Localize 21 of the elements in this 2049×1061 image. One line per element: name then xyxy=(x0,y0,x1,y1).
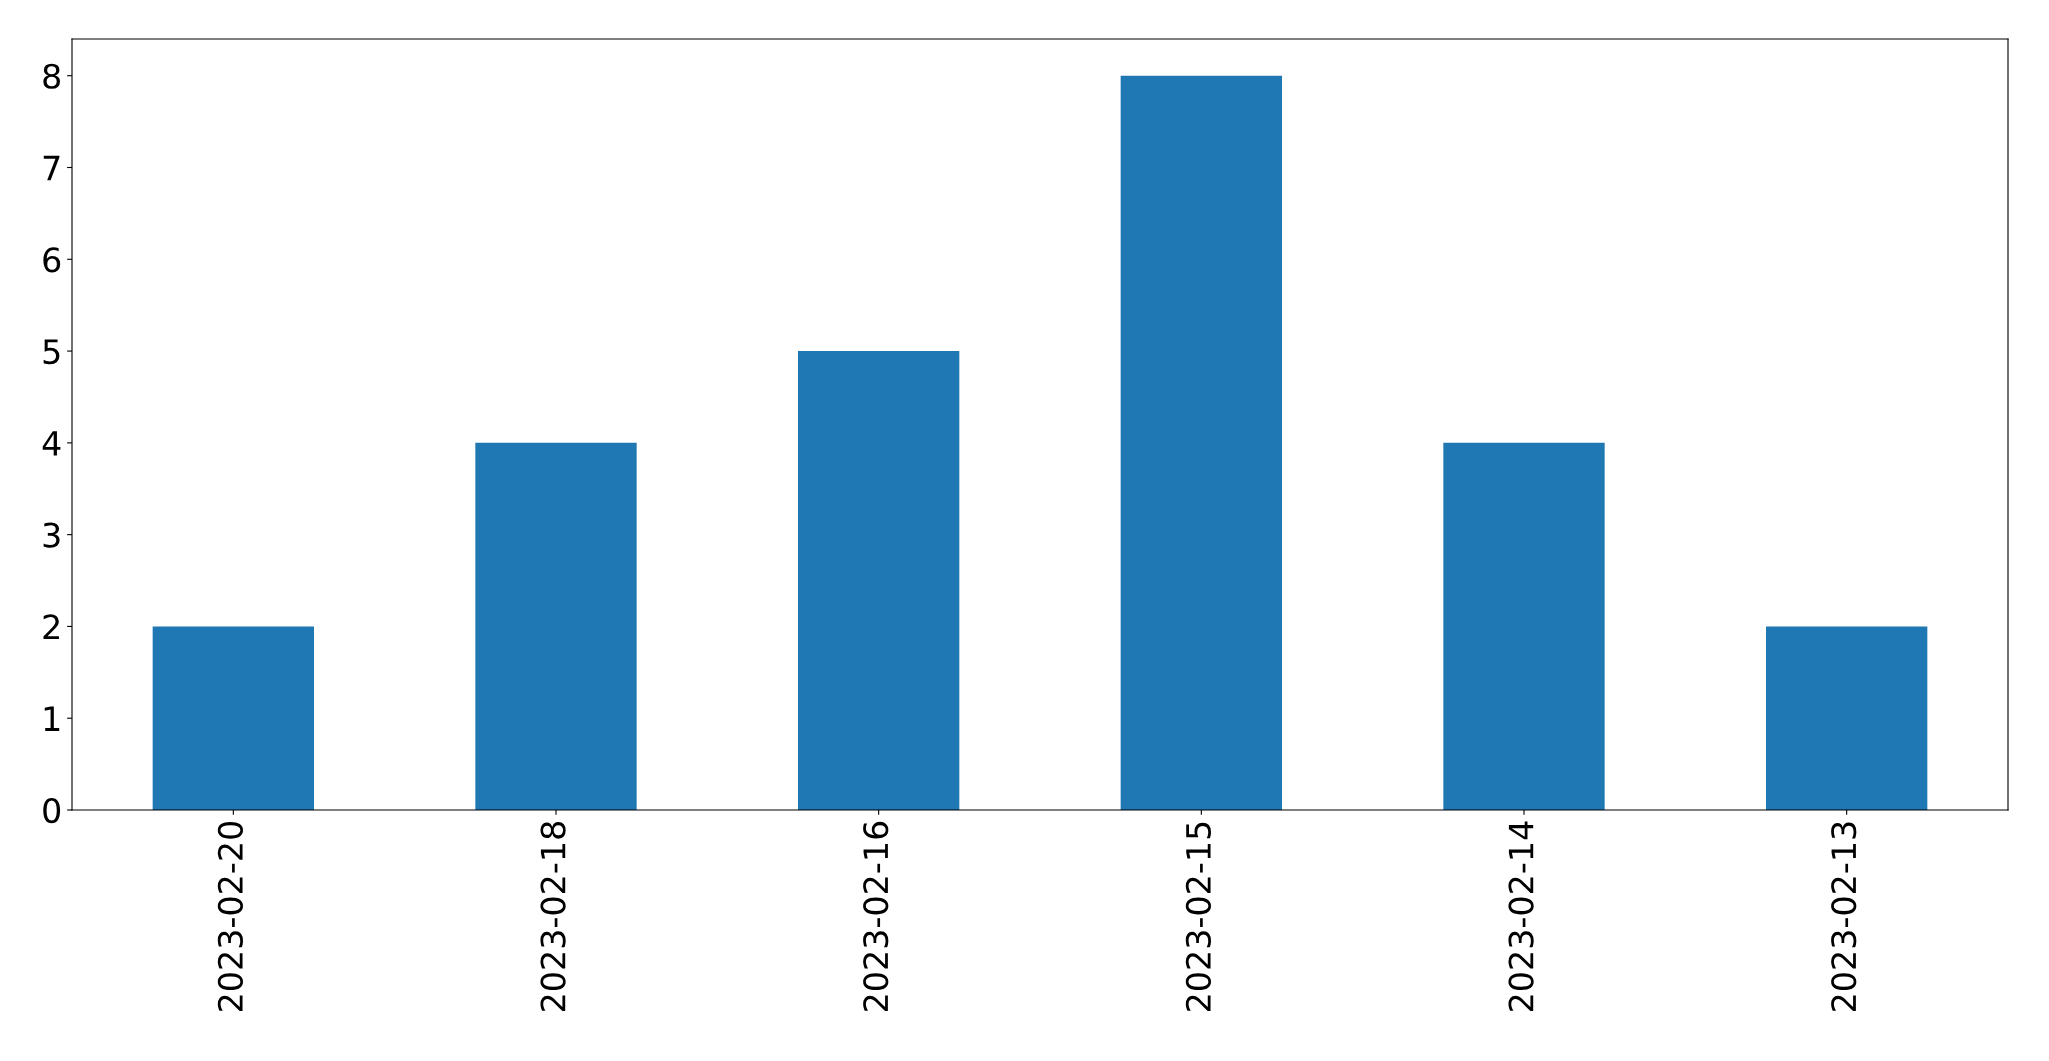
bar xyxy=(1443,442,1605,810)
y-tick-label: 0 xyxy=(43,797,61,824)
x-tick-label: 2023-02-13 xyxy=(1831,822,1857,1011)
y-tick-label: 3 xyxy=(43,522,60,548)
x-tick-label: 2023-02-15 xyxy=(1185,822,1212,1011)
bar xyxy=(798,351,960,810)
y-tick-label: 4 xyxy=(42,431,61,456)
y-tick-label: 8 xyxy=(43,63,60,89)
bar xyxy=(475,442,637,810)
x-tick-label: 2023-02-20 xyxy=(217,821,244,1011)
y-tick-label: 7 xyxy=(43,155,60,181)
x-tick-label: 2023-02-18 xyxy=(540,822,566,1011)
y-tick-label: 5 xyxy=(43,339,60,365)
x-tick-label: 2023-02-16 xyxy=(863,821,889,1011)
y-tick-label: 6 xyxy=(43,247,61,273)
y-tick-label: 2 xyxy=(43,614,59,640)
x-tick-label: 2023-02-14 xyxy=(1508,821,1534,1011)
y-tick-label: 1 xyxy=(44,706,60,731)
bar xyxy=(1766,626,1928,810)
bar xyxy=(152,626,314,810)
bar xyxy=(1120,75,1282,810)
